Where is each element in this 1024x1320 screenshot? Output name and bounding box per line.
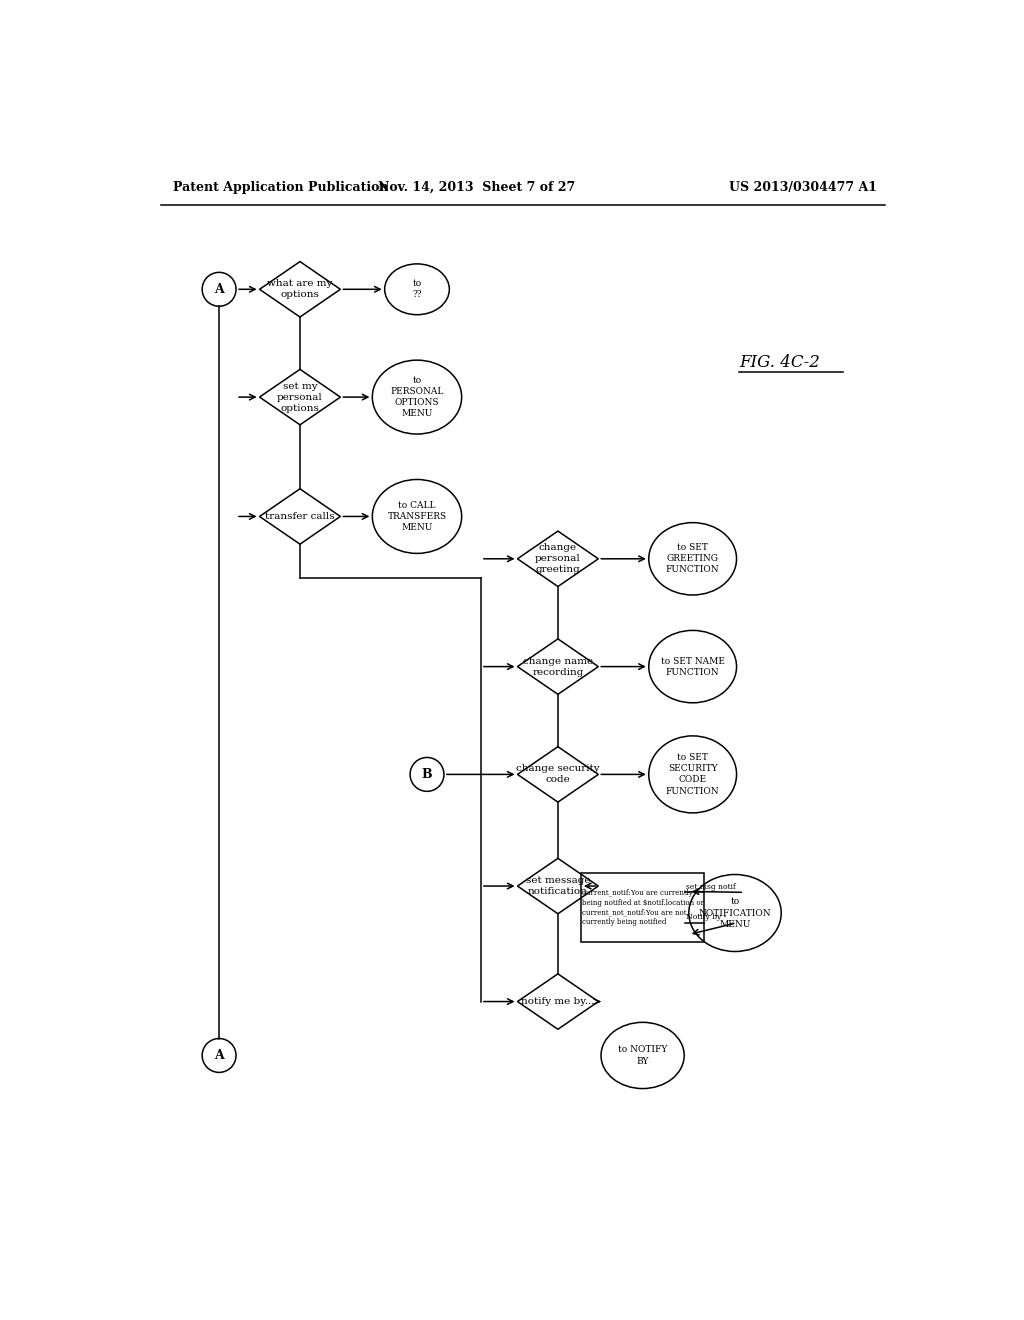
Text: change
personal
greeting: change personal greeting [535, 544, 581, 574]
Text: set my
personal
options: set my personal options [278, 381, 323, 413]
Text: to
??: to ?? [413, 280, 422, 300]
Text: notify me by...: notify me by... [521, 997, 595, 1006]
Text: current_notif:You are currently
being notified at $notif.location or
current_not: current_notif:You are currently being no… [582, 888, 703, 927]
Text: B: B [422, 768, 432, 781]
Text: to SET
GREETING
FUNCTION: to SET GREETING FUNCTION [666, 544, 720, 574]
Text: transfer calls: transfer calls [265, 512, 335, 521]
Text: to
NOTIFICATION
MENU: to NOTIFICATION MENU [698, 898, 771, 928]
Text: Nov. 14, 2013  Sheet 7 of 27: Nov. 14, 2013 Sheet 7 of 27 [379, 181, 575, 194]
Text: A: A [214, 1049, 224, 1063]
Text: to SET
SECURITY
CODE
FUNCTION: to SET SECURITY CODE FUNCTION [666, 754, 720, 796]
Text: Notify by -: Notify by - [686, 913, 727, 921]
Text: set message
notification: set message notification [525, 876, 590, 896]
Text: Patent Application Publication: Patent Application Publication [173, 181, 388, 194]
Text: what are my
options: what are my options [267, 280, 333, 300]
Text: to
PERSONAL
OPTIONS
MENU: to PERSONAL OPTIONS MENU [390, 376, 443, 418]
Text: FIG. 4C-2: FIG. 4C-2 [739, 354, 820, 371]
Text: A: A [214, 282, 224, 296]
Text: to SET NAME
FUNCTION: to SET NAME FUNCTION [660, 656, 725, 677]
Text: change security
code: change security code [516, 764, 600, 784]
Text: change name
recording: change name recording [523, 656, 593, 677]
Text: to NOTIFY
BY: to NOTIFY BY [617, 1045, 668, 1065]
Text: US 2013/0304477 A1: US 2013/0304477 A1 [729, 181, 878, 194]
Text: set msg notif: set msg notif [686, 883, 736, 891]
Text: to CALL
TRANSFERS
MENU: to CALL TRANSFERS MENU [387, 500, 446, 532]
